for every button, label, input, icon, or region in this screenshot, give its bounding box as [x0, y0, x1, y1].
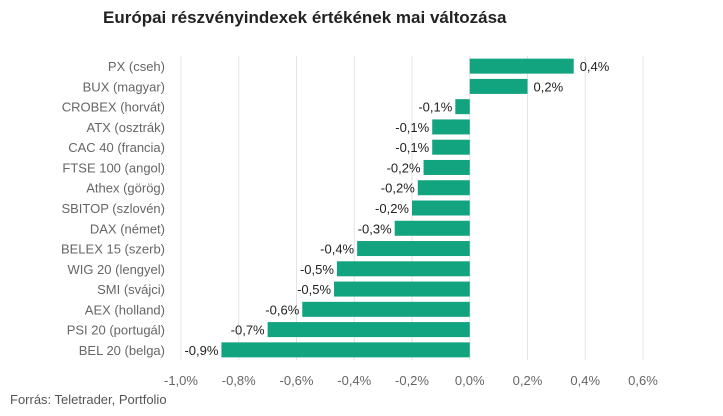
category-label: FTSE 100 (angol) — [62, 160, 165, 175]
bar — [412, 200, 470, 216]
bar — [334, 281, 470, 297]
bar — [267, 322, 470, 338]
x-tick-label: -0,6% — [280, 373, 314, 388]
x-tick-label: 0,0% — [455, 373, 485, 388]
category-label: Athex (görög) — [86, 181, 165, 196]
value-label: -0,2% — [381, 181, 415, 196]
value-label: -0,3% — [358, 221, 392, 236]
value-label: -0,7% — [231, 323, 265, 338]
x-tick-label: 0,4% — [570, 373, 600, 388]
category-label: PSI 20 (portugál) — [67, 323, 165, 338]
value-label: -0,2% — [387, 160, 421, 175]
bar — [221, 342, 470, 358]
category-label: BEL 20 (belga) — [79, 343, 165, 358]
bar — [423, 159, 470, 175]
bar — [469, 58, 574, 74]
category-label: BELEX 15 (szerb) — [61, 242, 165, 257]
chart-title: Európai részvényindexek értékének mai vá… — [103, 8, 507, 27]
x-tick-label: -0,2% — [395, 373, 429, 388]
x-tick-label: 0,2% — [513, 373, 543, 388]
bar — [469, 78, 528, 94]
category-label: AEX (holland) — [85, 302, 165, 317]
value-label: 0,2% — [534, 79, 564, 94]
x-tick-label: -0,8% — [222, 373, 256, 388]
bar — [455, 99, 470, 115]
x-tick-label: -0,4% — [337, 373, 371, 388]
category-label: WIG 20 (lengyel) — [67, 262, 165, 277]
bar — [394, 220, 470, 236]
value-label: -0,2% — [375, 201, 409, 216]
bars — [221, 58, 574, 358]
value-label: -0,1% — [395, 120, 429, 135]
bar — [432, 119, 470, 135]
category-label: SBITOP (szlovén) — [61, 201, 165, 216]
bar — [302, 301, 470, 317]
category-label: ATX (osztrák) — [87, 120, 166, 135]
x-tick-label: -1,0% — [164, 373, 198, 388]
value-label: -0,9% — [184, 343, 218, 358]
labels: -1,0% -0,8% -0,6% -0,4% -0,2% 0,0% 0,2% 0,4% 0,6… — [61, 59, 658, 388]
value-label: 0,4% — [580, 59, 610, 74]
bar — [417, 180, 470, 196]
value-label: -0,5% — [300, 262, 334, 277]
value-label: -0,1% — [395, 140, 429, 155]
bar — [357, 241, 470, 257]
category-label: SMI (svájci) — [97, 282, 165, 297]
value-label: -0,6% — [265, 302, 299, 317]
category-label: CROBEX (horvát) — [62, 100, 165, 115]
x-tick-label: 0,6% — [628, 373, 658, 388]
value-label: -0,5% — [297, 282, 331, 297]
bar — [336, 261, 470, 277]
source-note: Forrás: Teletrader, Portfolio — [10, 392, 167, 407]
bar — [432, 139, 470, 155]
category-label: BUX (magyar) — [83, 79, 165, 94]
category-label: CAC 40 (francia) — [68, 140, 165, 155]
category-label: DAX (német) — [90, 221, 165, 236]
category-label: PX (cseh) — [108, 59, 165, 74]
value-label: -0,1% — [418, 100, 452, 115]
value-label: -0,4% — [320, 242, 354, 257]
